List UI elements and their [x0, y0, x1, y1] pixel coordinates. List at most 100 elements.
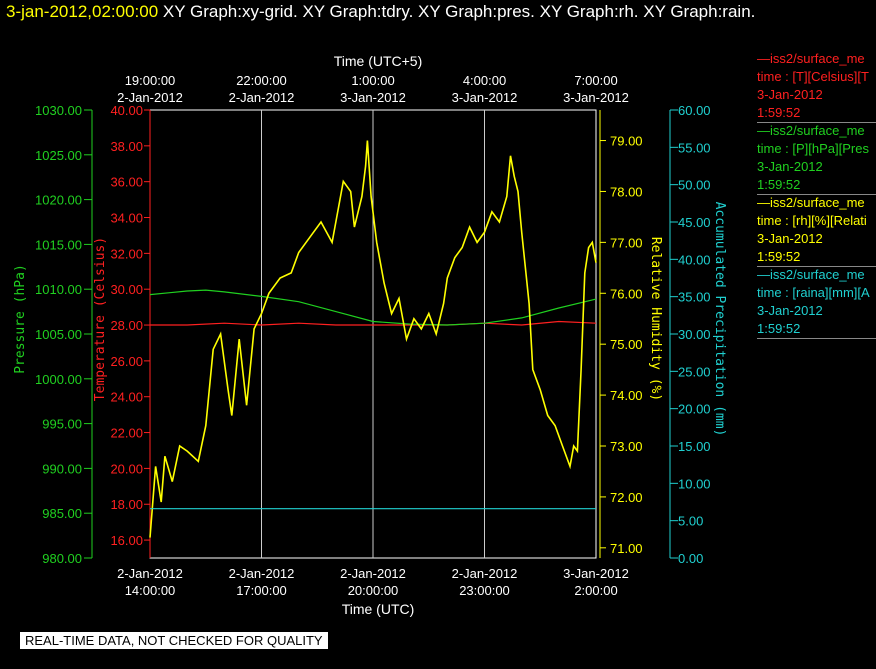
x-tick-date: 3-Jan-2012 [563, 566, 629, 581]
pres-series-line [149, 289, 597, 326]
grid [149, 109, 597, 559]
axes: 2-Jan-2012 14:00:00 2-Jan-2012 17:00:00 2-Ja… [13, 53, 727, 617]
x-top-tick-date: 3-Jan-2012 [340, 90, 406, 105]
legend-date: 3-Jan-2012 [757, 231, 823, 246]
pres-axis-title: Pressure (hPa) [13, 264, 28, 374]
temp-tick-label: 18.00 [110, 497, 143, 512]
rh-tick-label: 72.00 [610, 490, 643, 505]
rh-tick-label: 73.00 [610, 439, 643, 454]
pres-tick-label: 1015.00 [35, 237, 82, 252]
rain-tick-label: 30.00 [678, 327, 711, 342]
x-axis-label: Time (UTC) [342, 601, 415, 617]
legend-time: 1:59:52 [757, 177, 801, 192]
legend-name: —iss2/surface_me [757, 51, 865, 66]
x-top-tick-date: 3-Jan-2012 [452, 90, 518, 105]
x-top-axis-label: Time (UTC+5) [334, 53, 423, 69]
x-top-tick-time: 7:00:00 [574, 73, 617, 88]
legend-date: 3-Jan-2012 [757, 159, 823, 174]
legend-time: 1:59:52 [757, 249, 801, 264]
graph-list: XY Graph:xy-grid. XY Graph:tdry. XY Grap… [162, 2, 756, 21]
rain-tick-label: 15.00 [678, 439, 711, 454]
pres-tick-label: 1010.00 [35, 282, 82, 297]
legend-name: —iss2/surface_me [757, 123, 865, 138]
legend-var: time : [P][hPa][Pres [757, 141, 869, 156]
temp-tick-label: 32.00 [110, 246, 143, 261]
legend-name: —iss2/surface_me [757, 267, 865, 282]
rain-tick-label: 55.00 [678, 140, 711, 155]
temp-tick-label: 26.00 [110, 354, 143, 369]
page-title: 3-jan-2012,02:00:00 XY Graph:xy-grid. XY… [6, 2, 755, 22]
pres-tick-label: 1005.00 [35, 327, 82, 342]
legend-name: —iss2/surface_me [757, 195, 865, 210]
x-top-tick-time: 19:00:00 [125, 73, 176, 88]
pres-tick-label: 1025.00 [35, 148, 82, 163]
x-top-tick-date: 3-Jan-2012 [563, 90, 629, 105]
pres-tick-label: 985.00 [42, 506, 82, 521]
rh-tick-label: 74.00 [610, 388, 643, 403]
rain-tick-label: 5.00 [678, 514, 703, 529]
x-tick-time: 14:00:00 [125, 583, 176, 598]
timestamp: 3-jan-2012,02:00:00 [6, 2, 159, 21]
rain-tick-label: 20.00 [678, 402, 711, 417]
temp-tick-label: 28.00 [110, 318, 143, 333]
x-tick-time: 20:00:00 [348, 583, 399, 598]
temp-tick-label: 30.00 [110, 282, 143, 297]
pres-tick-label: 980.00 [42, 551, 82, 566]
pres-tick-label: 1020.00 [35, 193, 82, 208]
legend-date: 3-Jan-2012 [757, 303, 823, 318]
rain-tick-label: 60.00 [678, 103, 711, 118]
temp-tick-label: 22.00 [110, 426, 143, 441]
rh-tick-label: 79.00 [610, 134, 643, 149]
x-top-tick-date: 2-Jan-2012 [229, 90, 295, 105]
rh-tick-label: 76.00 [610, 286, 643, 301]
pres-tick-label: 1030.00 [35, 103, 82, 118]
legend-date: 3-Jan-2012 [757, 87, 823, 102]
rh-axis-title: Relative Humidity (%) [648, 237, 663, 401]
rain-tick-label: 45.00 [678, 215, 711, 230]
temp-tick-label: 24.00 [110, 390, 143, 405]
temp-tick-label: 34.00 [110, 211, 143, 226]
temp-axis-title: Temperature (Celsius) [93, 237, 108, 401]
temp-tick-label: 20.00 [110, 461, 143, 476]
x-tick-time: 17:00:00 [236, 583, 287, 598]
x-top-tick-time: 22:00:00 [236, 73, 287, 88]
x-top-tick-date: 2-Jan-2012 [117, 90, 183, 105]
quality-notice: REAL-TIME DATA, NOT CHECKED FOR QUALITY [20, 632, 328, 649]
rh-tick-label: 77.00 [610, 235, 643, 250]
rh-series-line [149, 140, 597, 538]
rain-tick-label: 0.00 [678, 551, 703, 566]
x-tick-date: 2-Jan-2012 [452, 566, 518, 581]
rain-tick-label: 35.00 [678, 290, 711, 305]
series-lines [149, 140, 597, 538]
temp-tick-label: 36.00 [110, 175, 143, 190]
temp-series-line [150, 320, 597, 326]
pres-tick-label: 990.00 [42, 461, 82, 476]
x-tick-time: 23:00:00 [459, 583, 510, 598]
temp-tick-label: 40.00 [110, 103, 143, 118]
x-top-tick-time: 4:00:00 [463, 73, 506, 88]
rain-tick-label: 25.00 [678, 364, 711, 379]
legend-var: time : [rh][%][Relati [757, 213, 867, 228]
rain-axis-title: Accumulated Precipitation (mm) [712, 202, 727, 437]
pres-tick-label: 995.00 [42, 417, 82, 432]
legend-time: 1:59:52 [757, 321, 801, 336]
x-tick-time: 2:00:00 [574, 583, 617, 598]
x-top-tick-time: 1:00:00 [351, 73, 394, 88]
x-tick-date: 2-Jan-2012 [117, 566, 183, 581]
rain-tick-label: 10.00 [678, 476, 711, 491]
temp-tick-label: 38.00 [110, 139, 143, 154]
temp-tick-label: 16.00 [110, 533, 143, 548]
x-tick-date: 2-Jan-2012 [340, 566, 406, 581]
x-tick-date: 2-Jan-2012 [229, 566, 295, 581]
rh-tick-label: 75.00 [610, 337, 643, 352]
rh-tick-label: 71.00 [610, 541, 643, 556]
legend-var: time : [T][Celsius][T [757, 69, 869, 84]
pres-tick-label: 1000.00 [35, 372, 82, 387]
legend-time: 1:59:52 [757, 105, 801, 120]
legend-var: time : [raina][mm][A [757, 285, 870, 300]
